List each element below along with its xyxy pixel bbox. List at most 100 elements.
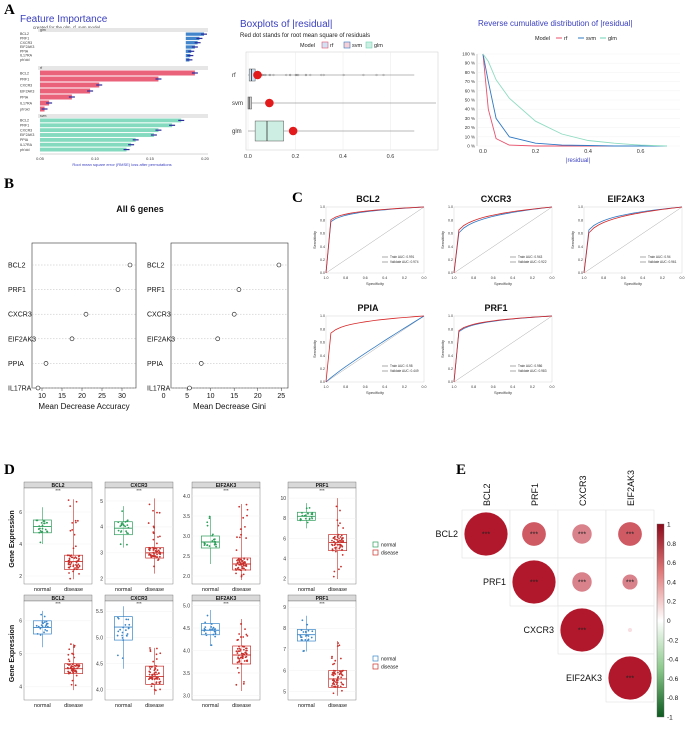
expr-y-tick: 3.0	[183, 693, 190, 699]
expr-point	[208, 545, 211, 547]
expr-point	[124, 525, 127, 528]
expr-point	[336, 538, 338, 541]
expr-point	[150, 555, 153, 558]
expr-legend-label: disease	[381, 550, 398, 556]
expr-point	[243, 680, 245, 683]
roc-ylabel: Sensitivity	[440, 340, 445, 358]
corr-circle	[622, 574, 638, 590]
expr-point	[311, 512, 314, 514]
roc-y-tick: 0.0	[448, 380, 453, 384]
expr-point	[246, 508, 249, 511]
expr-point	[156, 678, 159, 680]
expr-point	[299, 634, 302, 637]
expr-point	[210, 626, 213, 628]
expr-point	[75, 568, 78, 570]
box-legend-key	[343, 41, 351, 49]
expr-point	[149, 553, 152, 556]
expr-point	[212, 533, 214, 536]
expr-point	[206, 544, 209, 546]
expr-x-tick: normal	[34, 703, 51, 709]
fi-strip	[38, 28, 208, 32]
expr-point	[237, 654, 240, 657]
expr-point	[155, 658, 158, 660]
corr-colorbar-tick: -1	[667, 715, 673, 722]
expr-y-tick: 3.5	[183, 671, 190, 677]
expr-point	[245, 655, 248, 658]
expr-point	[157, 559, 159, 561]
fi-strip	[38, 66, 208, 70]
expr-point	[117, 616, 119, 619]
expr-point	[121, 631, 124, 634]
expr-point	[335, 681, 337, 684]
expr-significance: ***	[223, 601, 229, 606]
expr-point	[70, 556, 73, 559]
roc-x-tick: 0.6	[621, 276, 626, 280]
cdf-title: Reverse cumulative distribution of |resi…	[478, 19, 632, 28]
expr-y-tick: 6	[19, 510, 22, 516]
expr-point	[336, 535, 339, 537]
expr-significance: ***	[136, 488, 142, 493]
expr-point	[213, 543, 216, 546]
expr-point	[336, 676, 339, 679]
expr-y-tick: 4	[100, 525, 103, 531]
roc-x-tick: 0.6	[363, 385, 368, 389]
fi-bar	[185, 45, 195, 49]
cdf-y-tick: 80 %	[465, 70, 475, 75]
expr-point	[149, 648, 152, 651]
box-outlier	[309, 73, 312, 77]
fi-bar	[40, 123, 173, 128]
expr-point	[46, 622, 49, 625]
expr-point	[156, 669, 159, 671]
expr-point	[245, 564, 248, 567]
expr-point	[117, 630, 120, 633]
roc-y-tick: 0.4	[320, 245, 325, 249]
expr-point	[152, 538, 155, 541]
cdf-x-tick: 0.4	[584, 149, 592, 155]
roc-x-tick: 0.4	[382, 385, 387, 389]
expr-point	[205, 634, 208, 637]
roc-y-tick: 0.0	[448, 271, 453, 275]
roc-y-tick: 1.0	[448, 314, 453, 318]
cdf-series-line	[482, 53, 667, 147]
expr-point	[74, 519, 77, 522]
expr-x-tick: normal	[115, 703, 132, 709]
expr-point	[43, 621, 46, 624]
expr-point	[214, 541, 217, 543]
expr-point	[156, 553, 158, 556]
expr-point	[235, 549, 238, 552]
expr-x-tick: normal	[298, 587, 315, 593]
rf-point	[236, 287, 242, 292]
expr-point	[159, 552, 161, 555]
fi-category-label: ph'oid	[20, 148, 29, 152]
expr-point	[331, 549, 334, 552]
expr-point	[75, 664, 78, 667]
expr-plot-area	[104, 600, 174, 701]
expr-point	[40, 613, 43, 616]
expr-point	[75, 521, 77, 524]
expr-point	[238, 633, 241, 635]
expr-point	[119, 531, 122, 533]
expr-point	[72, 671, 75, 674]
expr-point	[39, 634, 42, 636]
rf-point	[231, 311, 237, 317]
corr-significance: ***	[578, 532, 586, 539]
rf-title: All 6 genes	[116, 204, 164, 214]
box-outlier	[342, 73, 345, 77]
box-outlier	[362, 73, 365, 77]
rf-x-tick: 0	[162, 393, 166, 400]
expr-point	[236, 561, 239, 564]
expr-point	[241, 654, 244, 657]
roc-validate-label: Validate AUC: 0.983	[518, 369, 547, 373]
expr-point	[66, 666, 69, 669]
expr-y-tick: 6	[283, 668, 286, 674]
expr-point	[340, 676, 343, 679]
expr-point	[334, 538, 336, 541]
expr-point	[158, 682, 161, 685]
roc-title: EIF2AK3	[607, 194, 644, 204]
expr-point	[246, 514, 248, 517]
expr-point	[240, 533, 242, 536]
expr-point	[336, 684, 339, 687]
expr-point	[238, 536, 241, 539]
expr-point	[307, 629, 310, 632]
